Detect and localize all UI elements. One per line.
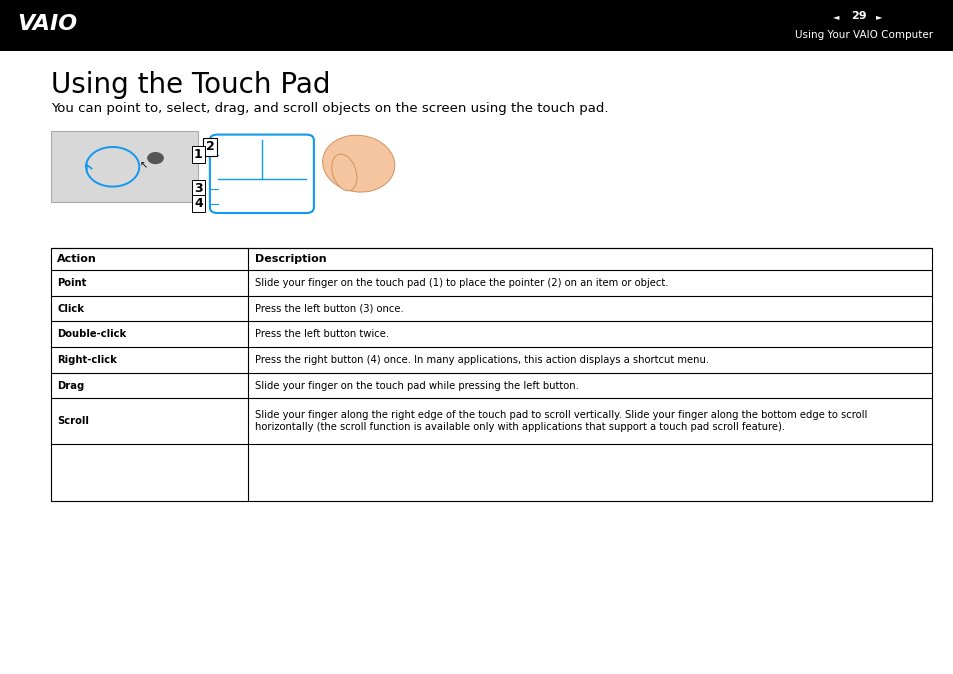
Text: You can point to, select, drag, and scroll objects on the screen using the touch: You can point to, select, drag, and scro… <box>51 102 607 115</box>
Bar <box>51 248 931 501</box>
Text: 29: 29 <box>850 11 865 21</box>
Text: Slide your finger along the right edge of the touch pad to scroll vertically. Sl: Slide your finger along the right edge o… <box>254 410 866 432</box>
Text: VAIO: VAIO <box>17 14 77 34</box>
Text: ↖: ↖ <box>140 160 148 170</box>
Text: Press the left button twice.: Press the left button twice. <box>254 330 389 339</box>
FancyBboxPatch shape <box>210 135 314 213</box>
Bar <box>0 0 953 51</box>
Text: Click: Click <box>57 304 84 313</box>
Text: 3: 3 <box>193 182 203 195</box>
Text: Using the Touch Pad: Using the Touch Pad <box>51 71 330 99</box>
Text: Scroll: Scroll <box>57 417 89 426</box>
Ellipse shape <box>322 135 395 192</box>
Text: ◄: ◄ <box>832 11 839 21</box>
Text: Press the right button (4) once. In many applications, this action displays a sh: Press the right button (4) once. In many… <box>254 355 708 365</box>
Text: Right-click: Right-click <box>57 355 117 365</box>
Text: 4: 4 <box>193 197 203 210</box>
Text: Description: Description <box>254 254 326 264</box>
Text: Using Your VAIO Computer: Using Your VAIO Computer <box>794 30 932 40</box>
Text: Press the left button (3) once.: Press the left button (3) once. <box>254 304 403 313</box>
Text: 1: 1 <box>193 148 203 161</box>
Bar <box>51 131 198 202</box>
Text: Point: Point <box>57 278 87 288</box>
Text: ►: ► <box>875 11 882 21</box>
Text: Drag: Drag <box>57 381 85 390</box>
Text: Action: Action <box>57 254 97 264</box>
Ellipse shape <box>332 154 356 191</box>
Text: Double-click: Double-click <box>57 330 127 339</box>
Circle shape <box>148 153 163 164</box>
Text: 2: 2 <box>205 140 214 154</box>
Text: Slide your finger on the touch pad while pressing the left button.: Slide your finger on the touch pad while… <box>254 381 578 390</box>
Text: Slide your finger on the touch pad (1) to place the pointer (2) on an item or ob: Slide your finger on the touch pad (1) t… <box>254 278 667 288</box>
